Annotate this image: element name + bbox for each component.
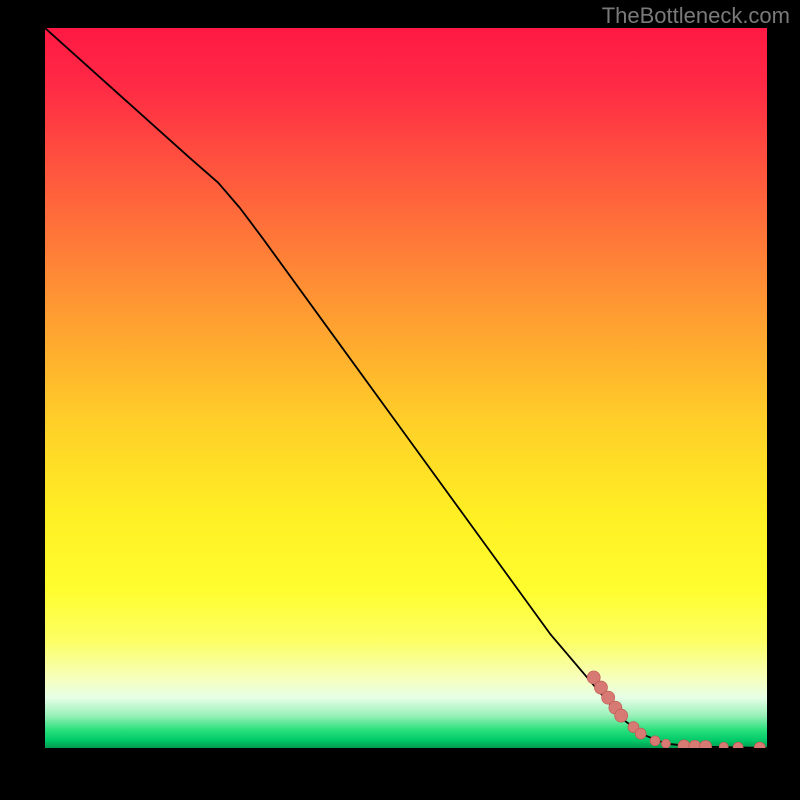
scatter-point	[615, 709, 628, 722]
scatter-point	[635, 728, 646, 739]
watermark-text: TheBottleneck.com	[602, 3, 790, 29]
chart-svg	[45, 28, 767, 748]
plot-area	[45, 28, 767, 748]
gradient-background	[45, 28, 767, 748]
scatter-point	[661, 739, 670, 748]
scatter-point	[650, 736, 660, 746]
scatter-point	[719, 742, 728, 748]
